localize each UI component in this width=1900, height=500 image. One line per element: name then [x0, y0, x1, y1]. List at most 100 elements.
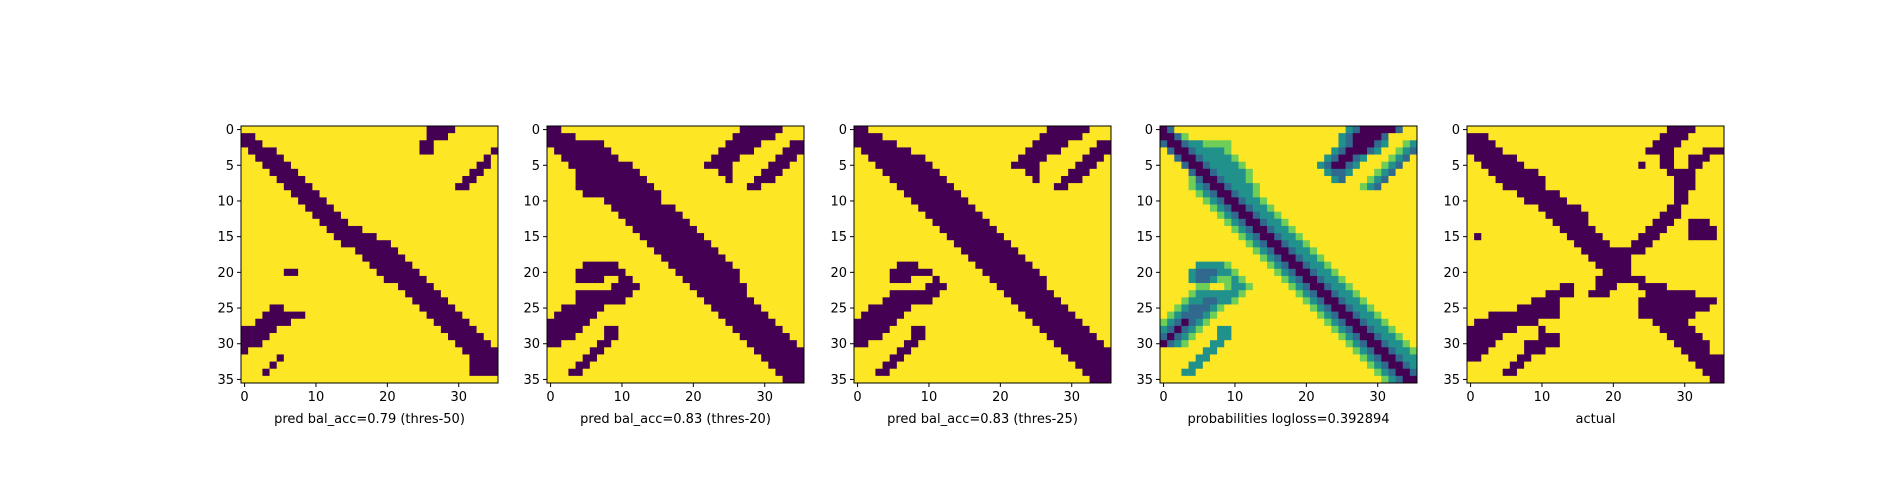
heatmap-cell: [746, 233, 755, 241]
heatmap-cell: [390, 283, 399, 291]
heatmap-cell: [739, 126, 748, 134]
heatmap-cell: [476, 240, 485, 248]
heatmap-cell: [1209, 261, 1218, 270]
heatmap-cell: [725, 154, 733, 163]
heatmap-cell: [961, 154, 969, 163]
heatmap-cell: [1039, 333, 1048, 341]
heatmap-cell: [1281, 140, 1289, 148]
heatmap-cell: [639, 218, 648, 227]
heatmap-cell: [340, 361, 349, 370]
heatmap-cell: [625, 240, 634, 248]
heatmap-cell: [1188, 261, 1197, 270]
heatmap-cell: [668, 290, 676, 298]
heatmap-cell: [675, 225, 683, 234]
heatmap-cell: [1217, 211, 1225, 220]
heatmap-cell: [611, 325, 619, 334]
heatmap-cell: [946, 261, 955, 270]
heatmap-cell: [1345, 218, 1354, 227]
heatmap-cell: [1281, 197, 1289, 205]
heatmap-cell: [554, 290, 562, 298]
heatmap-cell: [925, 290, 933, 298]
heatmap-cell: [383, 290, 392, 298]
heatmap-cell: [725, 133, 733, 141]
heatmap-cell: [868, 154, 876, 163]
heatmap-cell: [319, 183, 328, 191]
heatmap-cell: [646, 261, 655, 270]
heatmap-cell: [582, 240, 591, 248]
heatmap-cell: [918, 311, 926, 320]
heatmap-cell: [725, 333, 733, 341]
heatmap-cell: [654, 161, 662, 170]
heatmap-cell: [305, 133, 313, 141]
heatmap-cell: [746, 154, 755, 163]
heatmap-cell: [796, 261, 805, 270]
heatmap-cell: [953, 126, 962, 134]
heatmap-cell: [1003, 133, 1012, 141]
heatmap-cell: [440, 197, 449, 205]
heatmap-cell: [704, 340, 712, 348]
heatmap-cell: [469, 304, 477, 312]
heatmap-cell: [675, 247, 683, 255]
heatmap-cell: [1309, 140, 1318, 148]
heatmap-cell: [355, 240, 363, 248]
heatmap-cell: [1267, 140, 1275, 148]
heatmap-cell: [568, 268, 576, 277]
heatmap-cell: [639, 333, 648, 341]
heatmap-cell: [1338, 211, 1346, 220]
heatmap-cell: [932, 318, 941, 327]
heatmap-cell: [646, 318, 655, 327]
heatmap-cell: [1061, 261, 1069, 270]
heatmap-cell: [604, 311, 612, 320]
heatmap-cell: [1338, 161, 1346, 170]
heatmap-cell: [1174, 218, 1182, 227]
heatmap-cell: [1011, 333, 1019, 341]
heatmap-cell: [1089, 240, 1098, 248]
heatmap-cell: [782, 175, 791, 184]
heatmap-cell: [1202, 283, 1211, 291]
heatmap-cell: [390, 297, 399, 305]
heatmap-cell: [390, 240, 399, 248]
heatmap-cell: [918, 333, 926, 341]
heatmap-cell: [1068, 304, 1076, 312]
x-tick-label: 10: [921, 390, 938, 405]
heatmap-cell: [568, 161, 576, 170]
heatmap-cell: [355, 311, 363, 320]
heatmap-cell: [689, 218, 698, 227]
heatmap-cell: [1188, 147, 1197, 155]
heatmap-cell: [1388, 304, 1396, 312]
heatmap-cell: [932, 133, 941, 141]
heatmap-cell: [696, 290, 705, 298]
heatmap-cell: [796, 225, 805, 234]
heatmap-cell: [596, 297, 605, 305]
heatmap-cell: [639, 126, 648, 134]
heatmap-cell: [1096, 318, 1105, 327]
heatmap-cell: [283, 175, 292, 184]
heatmap-cell: [796, 190, 805, 198]
heatmap-cell: [1259, 290, 1268, 298]
heatmap-cell: [298, 318, 306, 327]
heatmap-cell: [575, 340, 584, 348]
heatmap-cell: [348, 161, 356, 170]
heatmap-cell: [654, 375, 662, 384]
heatmap-cell: [455, 140, 463, 148]
heatmap-cell: [1381, 290, 1389, 298]
heatmap-cell: [696, 297, 705, 305]
heatmap-cell: [946, 304, 955, 312]
heatmap-cell: [547, 168, 555, 177]
heatmap-cell: [1388, 311, 1396, 320]
heatmap-cell: [689, 375, 698, 384]
heatmap-cell: [868, 161, 876, 170]
heatmap-cell: [903, 247, 912, 255]
heatmap-cell: [1103, 318, 1112, 327]
heatmap-cell: [896, 140, 905, 148]
heatmap-cell: [975, 183, 983, 191]
heatmap-cell: [646, 368, 655, 377]
heatmap-cell: [1288, 147, 1296, 155]
heatmap-cell: [632, 175, 641, 184]
heatmap-cell: [1046, 190, 1055, 198]
heatmap-cell: [1011, 218, 1019, 227]
heatmap-cell: [340, 354, 349, 362]
heatmap-cell: [746, 126, 755, 134]
heatmap-cell: [1202, 304, 1211, 312]
heatmap-cell: [746, 304, 755, 312]
